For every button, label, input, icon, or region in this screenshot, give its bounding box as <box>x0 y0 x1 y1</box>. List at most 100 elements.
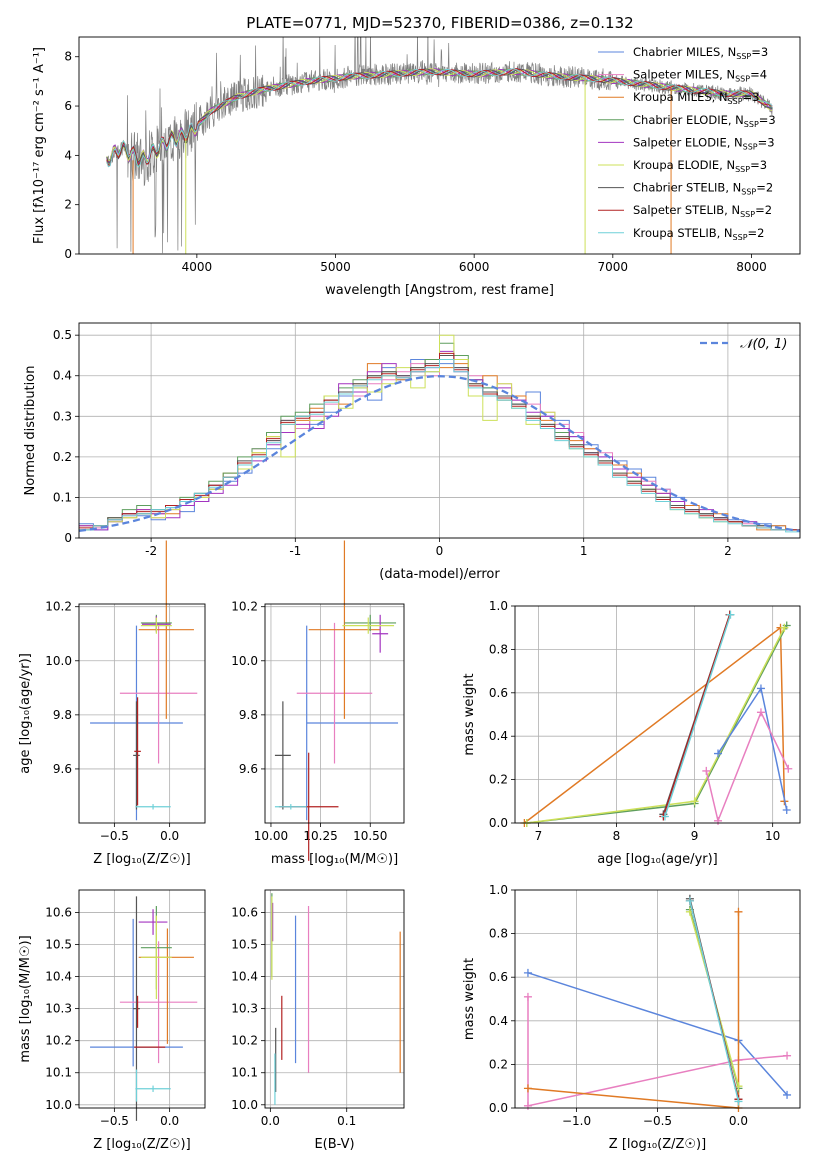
errorbars <box>90 540 198 821</box>
x-tick-label: -1 <box>289 544 301 558</box>
weight-marker <box>734 907 743 916</box>
gridlines <box>515 605 800 824</box>
weight-marker <box>523 968 532 977</box>
legend-label-tail: =2 <box>756 181 773 195</box>
weight-marker <box>756 708 765 717</box>
ticks: −0.5 0.0 10.0 10.1 10.2 10.3 10.4 10.5 10.6 <box>45 905 179 1128</box>
x-axis-label: Z [log₁₀(Z/Z☉)] <box>93 852 190 867</box>
x-tick-label: 2 <box>724 544 732 558</box>
ticks: −1.0 −0.5 0.0 0.0 0.2 0.4 0.6 0.8 1.0 <box>489 883 748 1128</box>
weight-marker <box>660 812 669 821</box>
y-tick-label: 10.2 <box>45 1034 72 1048</box>
y-tick-label: 10.2 <box>231 600 258 614</box>
legend-label-tail: =3 <box>751 45 768 59</box>
y-tick-label: 10.1 <box>45 1066 72 1080</box>
y-tick-label: 1.0 <box>489 599 508 613</box>
y-tick-label: 0.4 <box>489 1014 508 1028</box>
weight-marker <box>734 1097 743 1106</box>
gridlines <box>265 890 404 1108</box>
weight-line <box>689 900 740 1102</box>
weight-marker <box>523 1101 532 1110</box>
legend-label: Chabrier MILES, NSSP=3 <box>633 45 768 61</box>
y-tick-label: 0.0 <box>489 1101 508 1115</box>
ticks: 4000 5000 6000 7000 8000 0 2 4 6 8 <box>64 50 766 274</box>
y-tick-label: 0 <box>64 247 72 261</box>
x-tick-label: −0.5 <box>643 1114 672 1128</box>
x-axis-label: Z [log₁₀(Z/Z☉)] <box>93 1137 190 1152</box>
y-tick-label: 0.2 <box>489 1057 508 1071</box>
axes-frame <box>78 36 801 255</box>
y-tick-label: 0.6 <box>489 686 508 700</box>
legend-label: 𝒩(0, 1) <box>740 337 787 352</box>
x-tick-label: −1.0 <box>562 1114 591 1128</box>
weight-marker <box>523 1084 532 1093</box>
y-tick-label: 10.2 <box>45 600 72 614</box>
y-tick-label: 9.6 <box>53 762 72 776</box>
x-axis-label: (data-model)/error <box>379 567 500 582</box>
y-tick-label: 9.8 <box>53 708 72 722</box>
gaussian-reference-line <box>78 375 801 533</box>
x-tick-label: 10.00 <box>254 829 288 843</box>
weight-marker <box>690 797 699 806</box>
y-tick-label: 10.0 <box>231 1098 258 1112</box>
x-axis-label: mass [log₁₀(M/M☉)] <box>271 852 398 867</box>
y-tick-label: 8 <box>64 50 72 64</box>
y-tick-label: 0.5 <box>53 328 72 342</box>
x-tick-label: 9 <box>691 829 699 843</box>
histogram-line <box>79 359 800 533</box>
legend-label-main: Kroupa ELODIE, N <box>633 158 735 172</box>
weight-line <box>664 614 732 817</box>
gridlines <box>515 889 800 1109</box>
weight-line <box>523 626 786 824</box>
spectrum-legend: Chabrier MILES, NSSP=3 Salpeter MILES, NS… <box>598 45 776 242</box>
x-tick-label: 0 <box>436 544 444 558</box>
residual-legend: 𝒩(0, 1) <box>700 337 787 352</box>
legend-label-main: Chabrier STELIB, N <box>633 181 741 195</box>
x-axis-label: E(B-V) <box>314 1137 354 1152</box>
y-axis-label: mass weight <box>462 673 477 755</box>
histogram-steps <box>78 334 801 533</box>
residuals-panel: -2 -1 0 1 2 0 0.1 0.2 0.3 0.4 0.5 (data-model)/erro… <box>23 322 801 582</box>
x-tick-label: 10 <box>765 829 780 843</box>
y-axis-label: Normed distribution <box>23 366 38 496</box>
legend-label: Salpeter STELIB, NSSP=2 <box>633 203 772 219</box>
weight-marker <box>783 1051 792 1060</box>
legend-label-tail: =3 <box>759 113 776 127</box>
axes-frame <box>264 889 405 1109</box>
x-axis-label: Z [log₁₀(Z/Z☉)] <box>609 1137 706 1152</box>
weight-marker <box>784 764 793 773</box>
x-tick-label: −0.5 <box>100 829 129 843</box>
x-tick-label: 7000 <box>598 260 629 274</box>
y-tick-label: 2 <box>64 198 72 212</box>
mass-vs-metallicity-panel: −0.5 0.0 10.0 10.1 10.2 10.3 10.4 10.5 10.6 Z [lo… <box>18 889 206 1152</box>
legend-label-sub: SSP <box>728 97 743 106</box>
legend-label: Kroupa MILES, NSSP=3 <box>633 90 759 106</box>
legend-label: Salpeter MILES, NSSP=4 <box>633 68 767 84</box>
legend-label-tail: =2 <box>755 203 772 217</box>
legend-label-sub: SSP <box>744 120 759 129</box>
y-axis-label: Flux [fλ10⁻¹⁷ erg cm⁻² s⁻¹ A⁻¹] <box>32 47 47 244</box>
x-tick-label: 4000 <box>182 260 213 274</box>
x-tick-label: 8000 <box>736 260 767 274</box>
x-tick-label: 0.0 <box>160 829 179 843</box>
x-tick-label: 0.0 <box>160 1114 179 1128</box>
ticks: -2 -1 0 1 2 0 0.1 0.2 0.3 0.4 0.5 <box>53 328 732 558</box>
weight-line <box>526 625 788 824</box>
legend-label-main: Chabrier ELODIE, N <box>633 113 744 127</box>
ticks: −0.5 0.0 9.6 9.8 10.0 10.2 <box>45 600 179 843</box>
x-tick-label: 5000 <box>320 260 351 274</box>
y-tick-label: 0 <box>64 531 72 545</box>
y-tick-label: 6 <box>64 99 72 113</box>
y-tick-label: 0.1 <box>53 490 72 504</box>
weight-line <box>526 627 786 824</box>
weight-line <box>662 614 731 817</box>
weight-marker <box>756 684 765 693</box>
axes-frame <box>264 603 405 824</box>
model-spectrum-line <box>106 68 773 169</box>
y-tick-label: 0.4 <box>53 369 72 383</box>
legend-label-main: Kroupa STELIB, N <box>633 226 733 240</box>
legend-label-tail: =3 <box>743 90 760 104</box>
spectrum-panel: 4000 5000 6000 7000 8000 0 2 4 6 8 wavelength [Ang… <box>32 36 801 298</box>
x-axis-label: wavelength [Angstrom, rest frame] <box>325 283 554 298</box>
y-tick-label: 0.8 <box>489 927 508 941</box>
